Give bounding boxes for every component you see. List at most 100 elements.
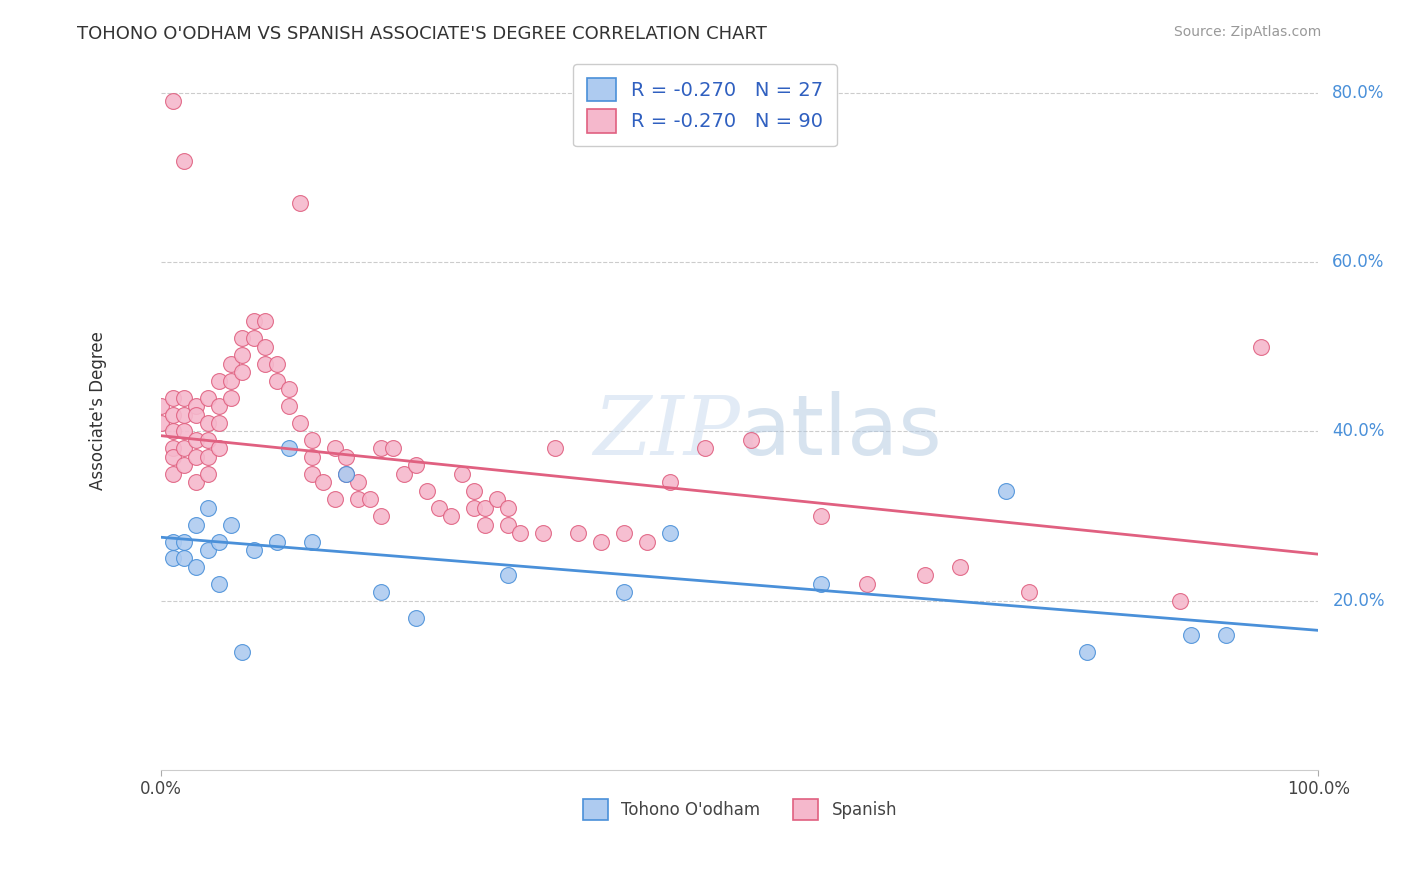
Point [544,442,567,456]
Point [197,450,219,464]
Point [810,509,832,524]
Point [347,475,370,490]
Point [288,196,311,211]
Point [208,399,231,413]
Point [949,560,972,574]
Point [359,492,381,507]
Point [485,492,508,507]
Point [150,399,173,413]
Point [381,442,404,456]
Point [405,458,427,473]
Point [347,492,370,507]
Point [231,331,253,345]
Point [254,357,277,371]
Point [589,534,612,549]
Point [254,314,277,328]
Point [173,534,195,549]
Point [184,399,207,413]
Point [173,551,195,566]
Point [197,433,219,447]
Point [613,585,636,599]
Text: 60.0%: 60.0% [1333,253,1385,271]
Point [498,568,520,582]
Point [162,442,184,456]
Text: 80.0%: 80.0% [1333,84,1385,102]
Point [162,467,184,481]
Point [659,526,682,541]
Point [394,467,416,481]
Point [173,442,195,456]
Point [184,433,207,447]
Point [856,577,879,591]
Text: Source: ZipAtlas.com: Source: ZipAtlas.com [1174,25,1322,39]
Text: TOHONO O'ODHAM VS SPANISH ASSOCIATE'S DEGREE CORRELATION CHART: TOHONO O'ODHAM VS SPANISH ASSOCIATE'S DE… [77,25,768,43]
Point [301,534,323,549]
Point [266,357,288,371]
Point [243,331,266,345]
Point [509,526,531,541]
Legend: Tohono O'odham, Spanish: Tohono O'odham, Spanish [576,793,904,826]
Point [370,585,392,599]
Point [370,509,392,524]
Point [219,374,242,388]
Point [474,517,496,532]
Point [231,644,253,658]
Point [150,416,173,430]
Point [197,467,219,481]
Point [531,526,554,541]
Point [1215,627,1237,641]
Point [197,416,219,430]
Point [695,442,717,456]
Point [208,374,231,388]
Point [266,374,288,388]
Point [277,399,299,413]
Point [405,610,427,624]
Point [1180,627,1202,641]
Point [1018,585,1040,599]
Point [498,500,520,515]
Point [162,425,184,439]
Point [162,551,184,566]
Point [162,391,184,405]
Point [370,442,392,456]
Point [219,517,242,532]
Point [498,517,520,532]
Point [184,517,207,532]
Point [162,95,184,109]
Point [335,450,357,464]
Point [474,500,496,515]
Point [914,568,936,582]
Point [243,543,266,558]
Text: 40.0%: 40.0% [1333,423,1385,441]
Point [323,442,346,456]
Text: Associate's Degree: Associate's Degree [89,331,107,490]
Point [427,500,450,515]
Point [994,483,1017,498]
Point [197,500,219,515]
Point [277,382,299,396]
Point [219,357,242,371]
Point [173,425,195,439]
Point [1076,644,1098,658]
Point [451,467,474,481]
Point [463,483,485,498]
Point [323,492,346,507]
Point [613,526,636,541]
Point [312,475,335,490]
Point [197,543,219,558]
Point [567,526,589,541]
Point [636,534,658,549]
Point [243,314,266,328]
Point [208,534,231,549]
Point [219,391,242,405]
Point [301,450,323,464]
Point [463,500,485,515]
Point [184,560,207,574]
Point [173,458,195,473]
Point [184,408,207,422]
Point [416,483,439,498]
Point [173,391,195,405]
Point [1250,340,1272,354]
Point [231,365,253,379]
Point [277,442,299,456]
